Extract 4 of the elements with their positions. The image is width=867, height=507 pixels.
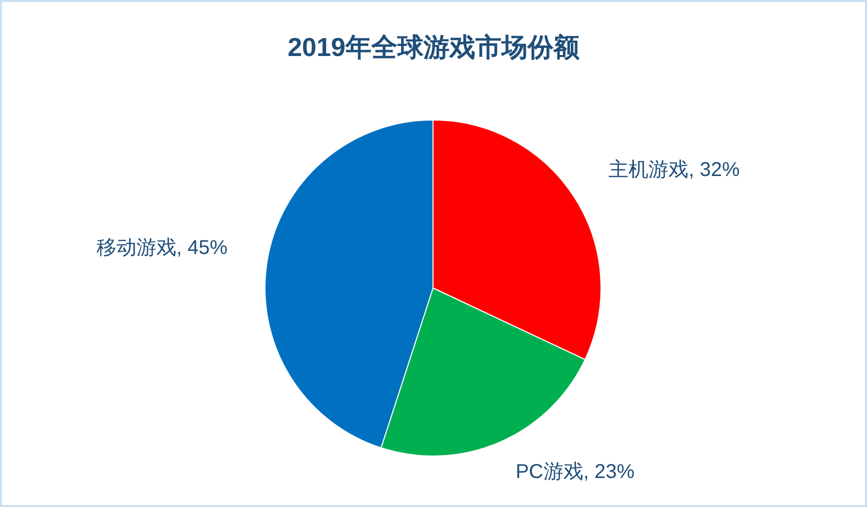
slice-label: 主机游戏, 32% xyxy=(608,158,741,183)
chart-title: 2019年全球游戏市场份额 xyxy=(288,32,580,62)
slice-label: 移动游戏, 45% xyxy=(95,236,228,262)
slice-label: PC游戏, 23% xyxy=(516,460,636,485)
